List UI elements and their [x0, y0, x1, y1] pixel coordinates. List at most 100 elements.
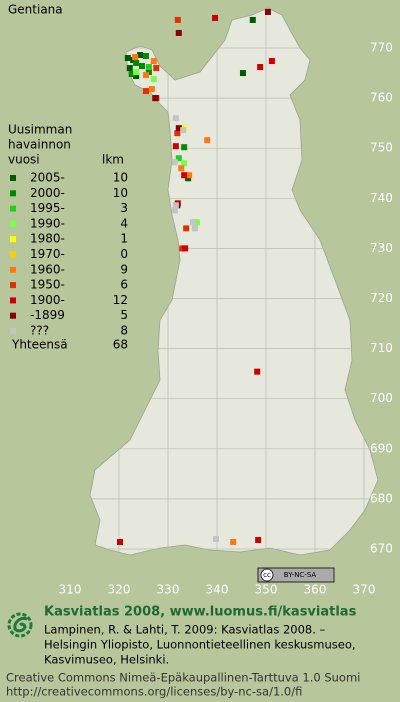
observation-square [133, 73, 140, 80]
license-url: http://creativecommons.org/licenses/by-n… [6, 685, 302, 699]
observation-square [145, 69, 152, 76]
observation-square [142, 53, 149, 60]
legend-label: 1980- [30, 232, 65, 246]
legend-heading: havainnon [8, 138, 71, 152]
observation-square [116, 538, 123, 545]
observation-square [183, 225, 190, 232]
citation: Kasvimuseo, Helsinki. [44, 653, 169, 667]
legend-label: -1899 [30, 308, 65, 322]
observation-square [180, 127, 187, 134]
observation-square [212, 14, 219, 21]
observation-square [142, 72, 149, 79]
northing-label: 710 [370, 341, 393, 355]
observation-square [268, 58, 275, 65]
footer: Kasviatlas 2008, www.luomus.fi/kasviatla… [6, 605, 360, 699]
observation-square [174, 16, 181, 23]
legend-count: 4 [120, 216, 128, 230]
legend-swatch [10, 220, 16, 227]
northing-label: 740 [370, 191, 393, 205]
observation-square [175, 155, 182, 162]
legend-label: 1995- [30, 201, 65, 215]
observation-square [124, 55, 131, 62]
legend-label: 1970- [30, 247, 65, 261]
observation-square [255, 536, 262, 543]
license-badge: cc BY-NC-SA [257, 567, 335, 583]
legend-heading: Uusimman [8, 123, 72, 137]
legend-heading: vuosi [8, 153, 40, 167]
legend-label: ??? [30, 324, 49, 338]
badge-icon [260, 568, 274, 582]
northing-label: 680 [370, 491, 393, 505]
observation-square [193, 219, 200, 226]
observation-square [264, 8, 271, 15]
legend-swatch [10, 236, 16, 243]
observation-square [148, 86, 155, 93]
legend-count: 6 [120, 278, 128, 292]
badge-text: BY-NC-SA [284, 571, 317, 579]
total-label: Yhteensä [11, 338, 68, 352]
legend-count: 9 [120, 262, 128, 276]
observation-square [191, 225, 198, 232]
observation-square [150, 76, 157, 83]
easting-label: 310 [59, 583, 82, 597]
observation-square [257, 64, 264, 71]
legend-count: 3 [120, 201, 128, 215]
observation-square [175, 125, 182, 132]
footer-heading: Kasviatlas 2008, www.luomus.fi/kasviatla… [44, 605, 357, 620]
observation-square [142, 88, 149, 95]
total: 68 [113, 338, 128, 352]
observation-square [189, 219, 196, 226]
observation-square [181, 160, 188, 167]
observation-square [178, 165, 185, 172]
legend-swatch [10, 266, 16, 273]
legend-label: 1900- [30, 293, 65, 307]
easting-label: 320 [108, 583, 131, 597]
legend-count: 5 [120, 308, 128, 322]
easting-label: 350 [255, 583, 278, 597]
observation-square [172, 202, 179, 209]
observation-square [152, 95, 159, 102]
logo [7, 612, 33, 638]
observation-square [137, 52, 144, 59]
count-heading: lkm [102, 153, 124, 167]
legend-count: 1 [120, 232, 128, 246]
citation: Helsingin Yliopisto, Luonnontieteellinen… [44, 638, 356, 652]
legend-swatch [10, 328, 16, 334]
observations [116, 8, 275, 545]
observation-square [181, 144, 188, 151]
legend-label: 2000- [30, 186, 65, 200]
observation-square [204, 137, 211, 144]
legend-swatch [10, 190, 16, 197]
northing-label: 750 [370, 141, 393, 155]
legend-label: 2005- [30, 171, 65, 185]
northing-label: 730 [370, 241, 393, 255]
observation-square [249, 16, 256, 23]
observation-square [139, 63, 146, 70]
legend-label: 1950- [30, 278, 65, 292]
observation-square [133, 60, 140, 67]
observation-square [145, 64, 152, 71]
legend-count: 10 [113, 171, 128, 185]
northing-label: 700 [370, 391, 393, 405]
observation-square [230, 538, 237, 545]
legend-count: 0 [120, 247, 128, 261]
observation-square [171, 159, 178, 166]
observation-square [182, 245, 189, 252]
legend-label: 1990- [30, 216, 65, 230]
observation-square [153, 65, 160, 72]
northing-label: 670 [370, 542, 393, 556]
observation-square [172, 115, 179, 122]
legend-count: 8 [120, 324, 128, 338]
citation: Lampinen, R. & Lahti, T. 2009: Kasviatla… [44, 623, 326, 637]
title: Gentiana [8, 3, 63, 17]
legend-label: 1960- [30, 262, 65, 276]
observation-square [150, 58, 157, 65]
legend-count: 12 [113, 293, 128, 307]
observation-square [213, 535, 220, 542]
badge-box [257, 567, 335, 583]
legend-swatch [10, 175, 16, 181]
northing-label: 690 [370, 441, 393, 455]
observation-square [133, 69, 140, 76]
legend-swatch [10, 282, 16, 289]
